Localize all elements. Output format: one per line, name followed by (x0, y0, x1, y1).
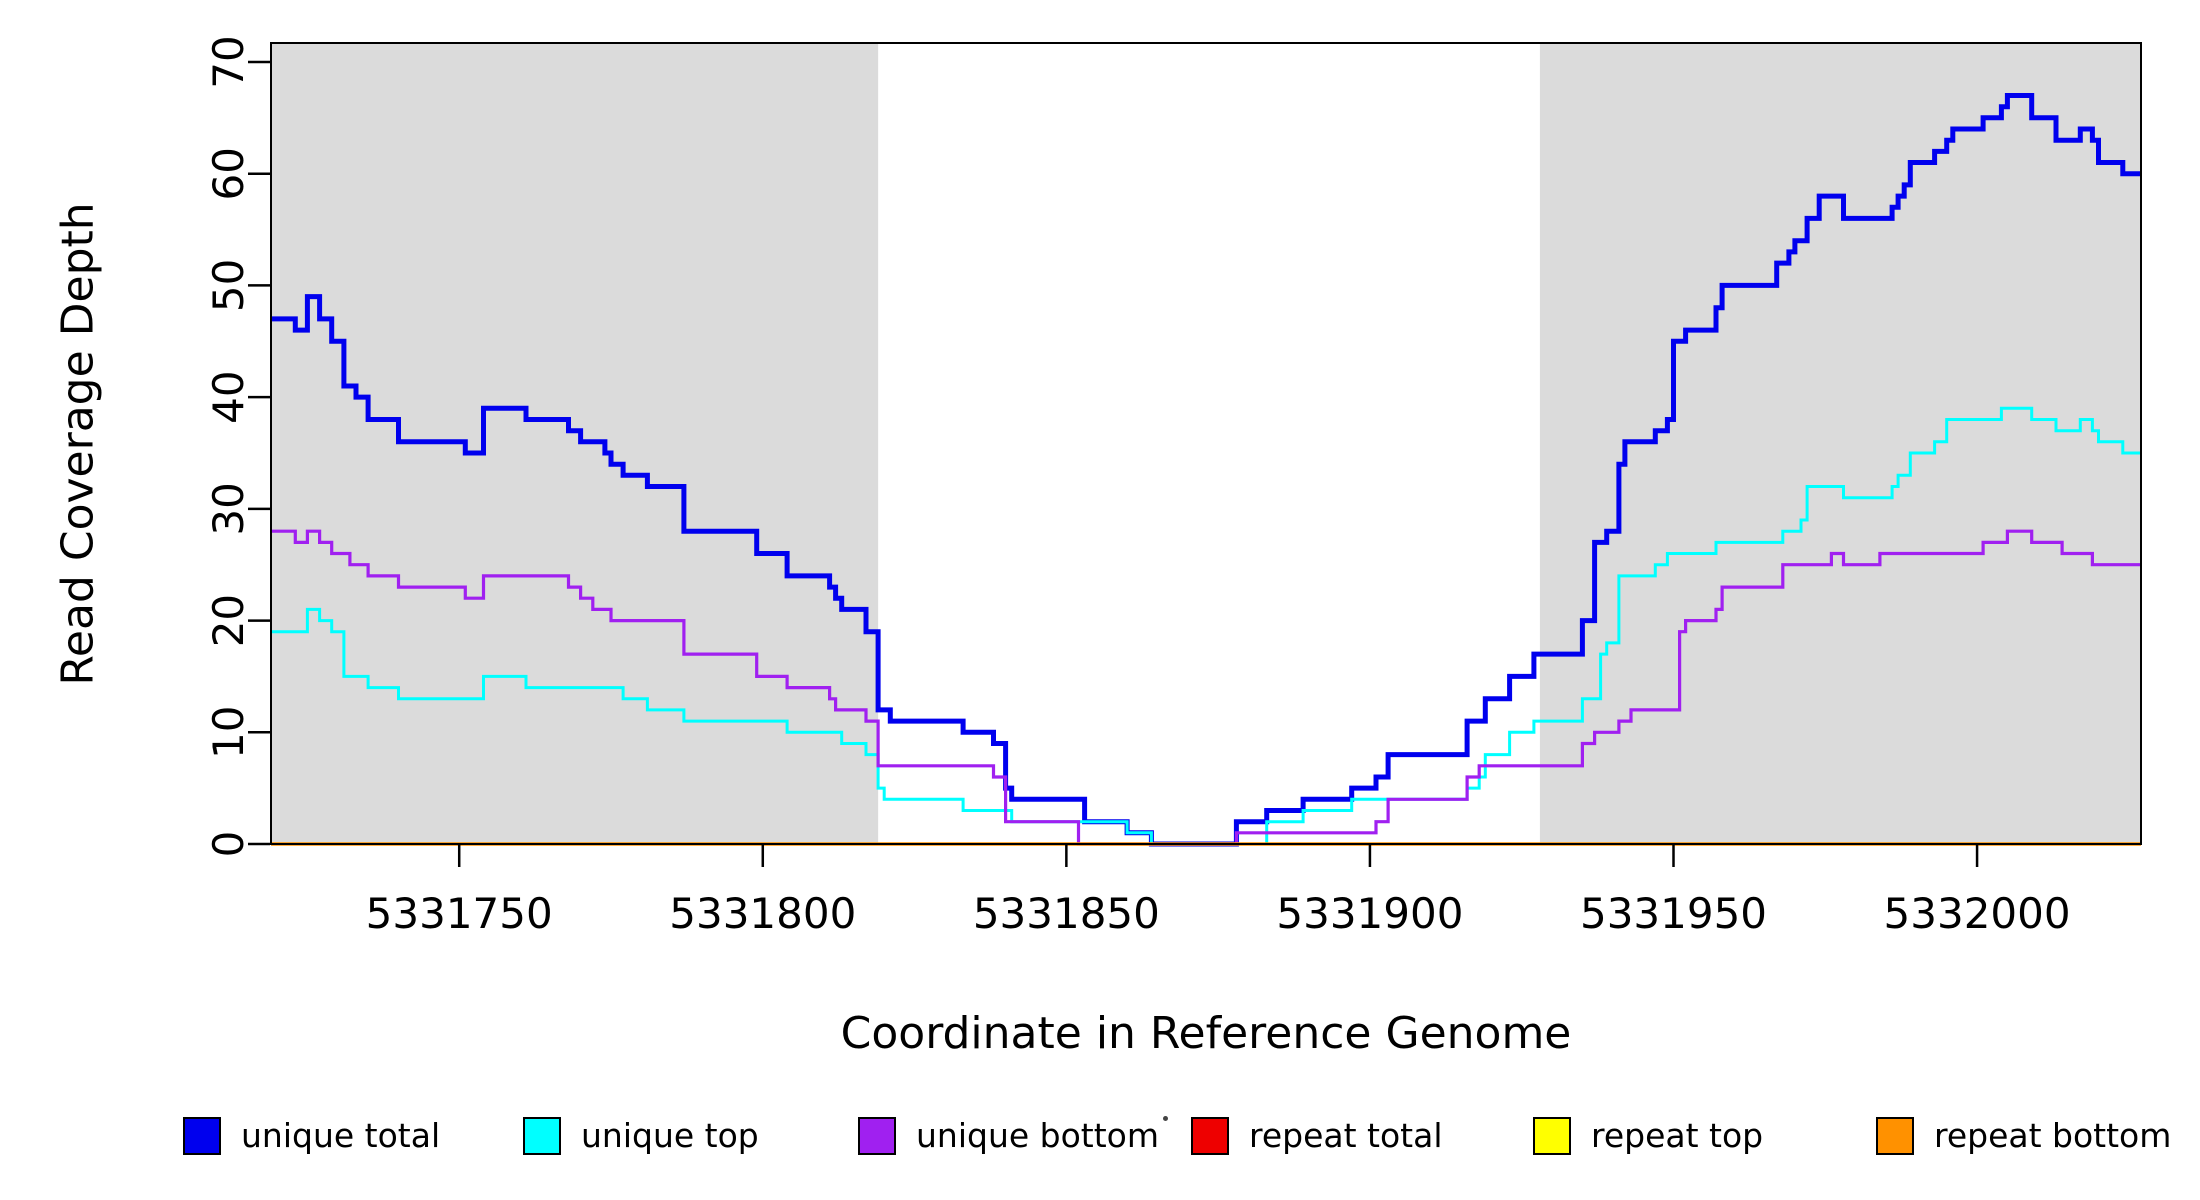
series-unique-bottom (271, 529, 2141, 846)
x-tick-label: 5331900 (1276, 889, 1463, 938)
x-tick-label: 5331800 (669, 889, 856, 938)
y-tick-label: 10 (204, 706, 253, 759)
x-axis-title: Coordinate in Reference Genome (840, 1008, 1572, 1059)
y-axis-title: Read Coverage Depth (52, 202, 104, 686)
y-tick-label: 20 (204, 594, 253, 647)
plot-border (270, 42, 2142, 845)
x-tick-label: 5331850 (973, 889, 1160, 938)
legend-artifact-dot (1163, 1116, 1168, 1121)
x-tick-label: 5331950 (1580, 889, 1767, 938)
y-tick-label: 60 (204, 147, 253, 200)
y-tick-label: 50 (204, 259, 253, 312)
y-tick-label: 70 (204, 35, 253, 88)
y-tick-label: 40 (204, 370, 253, 423)
shaded-region-0 (271, 43, 879, 844)
y-tick-label: 30 (204, 482, 253, 535)
series-unique-total (271, 93, 2141, 847)
x-tick-label: 5332000 (1884, 889, 2071, 938)
y-tick-label: 0 (204, 831, 253, 858)
x-tick-label: 5331750 (366, 889, 553, 938)
